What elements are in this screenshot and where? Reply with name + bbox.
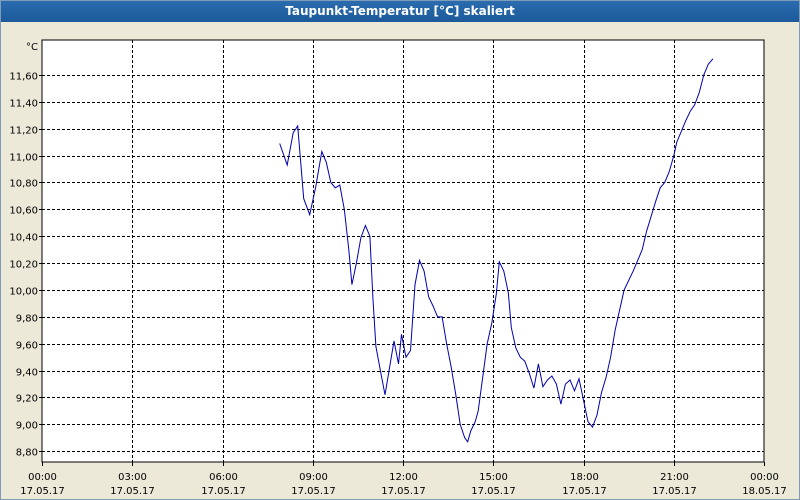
x-tick-date: 17.05.17	[201, 486, 246, 497]
x-axis: 00:00 17.05.17 03:00 17.05.17 06:00 17.05.17 0…	[20, 462, 787, 497]
y-tick-label: 11,40	[9, 99, 38, 110]
x-tick-time: 12:00	[389, 472, 418, 483]
y-tick-label: 9,20	[16, 394, 38, 405]
x-tick-date: 17.05.17	[20, 486, 65, 497]
y-tick-label: 9,00	[16, 421, 38, 432]
y-tick-label: 11,60	[9, 72, 38, 83]
y-tick-label: 11,00	[9, 153, 38, 164]
y-tick-label: 10,40	[9, 233, 38, 244]
window-title: Taupunkt-Temperatur [°C] skaliert	[1, 1, 799, 22]
x-tick-time: 09:00	[299, 472, 328, 483]
y-axis: 8,80 9,00 9,20 9,40 9,60 9,80 10,00 10,20 10,40 1…	[9, 72, 42, 459]
grid-lines	[42, 40, 764, 462]
y-tick-label: 9,80	[16, 314, 38, 325]
y-tick-label: 11,20	[9, 126, 38, 137]
y-tick-label: 8,80	[16, 448, 38, 459]
x-tick-date: 17.05.17	[110, 486, 155, 497]
x-tick-time: 21:00	[660, 472, 689, 483]
y-tick-label: 10,20	[9, 260, 38, 271]
x-tick-date: 18.05.17	[742, 486, 787, 497]
y-tick-label: 10,80	[9, 179, 38, 190]
x-tick-date: 17.05.17	[291, 486, 336, 497]
y-axis-unit: °C	[26, 42, 38, 53]
x-tick-time: 18:00	[570, 472, 599, 483]
y-tick-label: 10,00	[9, 287, 38, 298]
y-tick-label: 9,60	[16, 341, 38, 352]
x-tick-time: 00:00	[28, 472, 57, 483]
x-tick-time: 15:00	[479, 472, 508, 483]
x-tick-time: 06:00	[209, 472, 238, 483]
x-tick-time: 03:00	[118, 472, 147, 483]
x-tick-time: 00:00	[750, 472, 779, 483]
series-line-dewpoint	[279, 58, 714, 443]
x-tick-date: 17.05.17	[471, 486, 516, 497]
y-tick-label: 9,40	[16, 368, 38, 379]
x-tick-date: 17.05.17	[562, 486, 607, 497]
x-tick-date: 17.05.17	[652, 486, 697, 497]
y-tick-label: 10,60	[9, 206, 38, 217]
x-tick-date: 17.05.17	[381, 486, 426, 497]
